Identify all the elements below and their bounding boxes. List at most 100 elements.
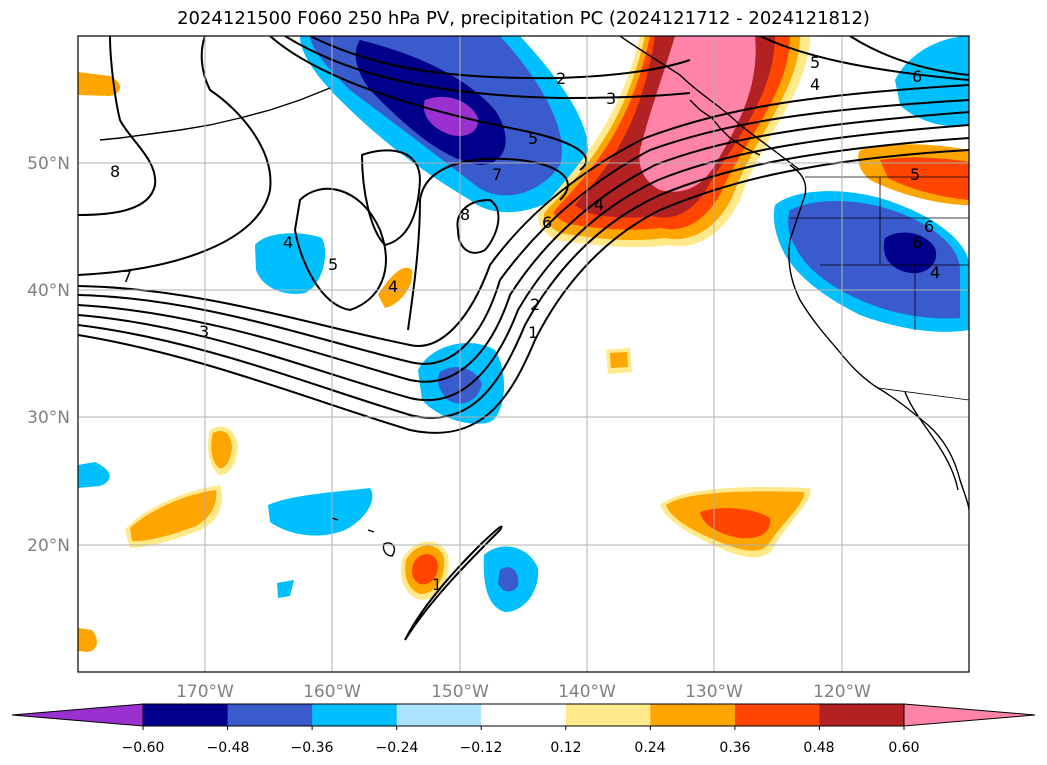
colorbar-cell [734, 704, 820, 726]
pv-contour-4-north [759, 36, 969, 81]
contour-label: 6 [912, 67, 922, 86]
lat-axis-labels: 50°N 40°N 30°N 20°N [27, 154, 70, 556]
coastlines [99, 36, 969, 557]
pv-contour-7-east [407, 157, 569, 331]
pv-contour-4 [78, 111, 969, 383]
border-states [790, 177, 969, 330]
colorbar-tick-label: −0.12 [460, 740, 503, 756]
contour-label: 2 [530, 295, 540, 314]
contour-label: 4 [594, 195, 604, 214]
colorbar-tick-labels: −0.60 −0.48 −0.36 −0.24 −0.12 0.12 0.24 … [122, 740, 920, 756]
precip-positive-east-inner [700, 508, 771, 539]
coastline-north-america [788, 164, 969, 511]
pv-contour-1-north [78, 149, 969, 434]
contour-label: 4 [283, 233, 293, 252]
pv-contour-6-north [849, 36, 969, 76]
lon-label: 170°W [176, 682, 234, 702]
colorbar-tick-label: 0.48 [803, 740, 834, 756]
precip-negative-west-edge [78, 462, 110, 488]
lat-label: 50°N [27, 154, 70, 174]
contour-label: 6 [542, 213, 552, 232]
border-us-mexico [877, 387, 969, 401]
precip-positive-central [378, 267, 413, 308]
precip-negative-central [255, 233, 326, 294]
contour-label: 3 [199, 322, 209, 341]
colorbar-tick-label: 0.24 [634, 740, 665, 756]
pv-contour-2 [78, 137, 969, 419]
precip-positive-southwest-inner [211, 430, 232, 469]
colorbar: −0.60 −0.48 −0.36 −0.24 −0.12 0.12 0.24 … [11, 703, 1036, 756]
lon-label: 120°W [813, 682, 871, 702]
colorbar-extend-max [903, 703, 1036, 727]
colorbar-cells [142, 703, 905, 727]
map-title: 2024121500 F060 250 hPa PV, precipitatio… [177, 8, 870, 29]
pv-contour-2-north [309, 36, 691, 80]
contour-label: 6 [924, 217, 934, 236]
precip-positive-hawaii-inner [412, 554, 438, 585]
contour-label: 5 [528, 129, 538, 148]
lon-label: 130°W [685, 682, 743, 702]
colorbar-tick-label: 0.36 [719, 740, 750, 756]
colorbar-cell [565, 704, 651, 726]
pv-contour-1 [404, 525, 503, 641]
contour-label: 7 [492, 165, 502, 184]
pv-contour-8 [78, 36, 157, 216]
pv-contour-labels: 2 3 5 5 4 6 7 8 8 7 3 4 5 6 4 2 1 1 4 5 … [110, 53, 940, 594]
lat-label: 20°N [27, 536, 70, 556]
pv-contour-5 [78, 99, 969, 365]
precip-negative-small [277, 580, 294, 598]
gridlines [78, 36, 969, 672]
pv-contour-7 [78, 36, 272, 276]
precip-positive-sw-corner [78, 628, 97, 652]
coastline-aleutians [99, 87, 331, 141]
coastline-baja [904, 391, 959, 491]
pv-contour-8-west [293, 187, 387, 312]
lon-axis-labels: 170°W 160°W 150°W 140°W 130°W 120°W [176, 682, 871, 702]
lat-label: 30°N [27, 408, 70, 428]
precip-positive-nw-corner [78, 72, 121, 96]
colorbar-tick-marks [142, 726, 905, 730]
colorbar-cell [650, 704, 736, 726]
colorbar-cell [143, 704, 229, 726]
political-borders [790, 176, 969, 401]
pv-contour-8-east [456, 198, 500, 254]
precip-negative-gulf-core [423, 96, 479, 137]
colorbar-tick-label: −0.24 [376, 740, 419, 756]
contour-label: 1 [528, 323, 538, 342]
colorbar-extend-min [11, 703, 144, 727]
contour-label: 7 [122, 267, 132, 286]
colorbar-tick-label: −0.36 [291, 740, 334, 756]
colorbar-cell [481, 704, 567, 726]
colorbar-cell [227, 704, 313, 726]
colorbar-cell [819, 704, 905, 726]
pv-contour-3 [78, 124, 969, 401]
contour-label: 4 [930, 263, 940, 282]
precip-positive-ne-inner [880, 157, 969, 200]
map-plot-area: 2 3 5 5 4 6 7 8 8 7 3 4 5 6 4 2 1 1 4 5 … [78, 36, 969, 672]
colorbar-tick-label: −0.60 [122, 740, 165, 756]
lon-label: 140°W [558, 682, 616, 702]
precip-positive-river-pink [639, 36, 756, 192]
coastline-bc-islands [689, 99, 761, 156]
coastline-hawaii [331, 517, 396, 557]
colorbar-tick-label: 0.12 [550, 740, 581, 756]
precip-positive-west-inner [130, 490, 217, 542]
lon-label: 150°W [431, 682, 489, 702]
colorbar-cell [396, 704, 482, 726]
precip-negative-south-inner [498, 567, 519, 592]
contour-label: 4 [810, 75, 820, 94]
colorbar-cell [312, 704, 398, 726]
coastline-alaska-north [619, 36, 801, 171]
contour-label: 6 [912, 233, 922, 252]
pv-contour-6 [78, 84, 969, 347]
contour-label: 5 [810, 53, 820, 72]
lon-label: 160°W [303, 682, 361, 702]
precip-positive-subtropic-core [610, 352, 628, 368]
contour-label: 5 [328, 255, 338, 274]
pv-contour-8-center [360, 149, 422, 247]
pv-contours [78, 36, 969, 641]
precip-negative-coast-mid [788, 200, 960, 319]
pv-contour-3-north [284, 36, 691, 100]
map-frame [77, 35, 970, 673]
contour-label: 5 [910, 165, 920, 184]
